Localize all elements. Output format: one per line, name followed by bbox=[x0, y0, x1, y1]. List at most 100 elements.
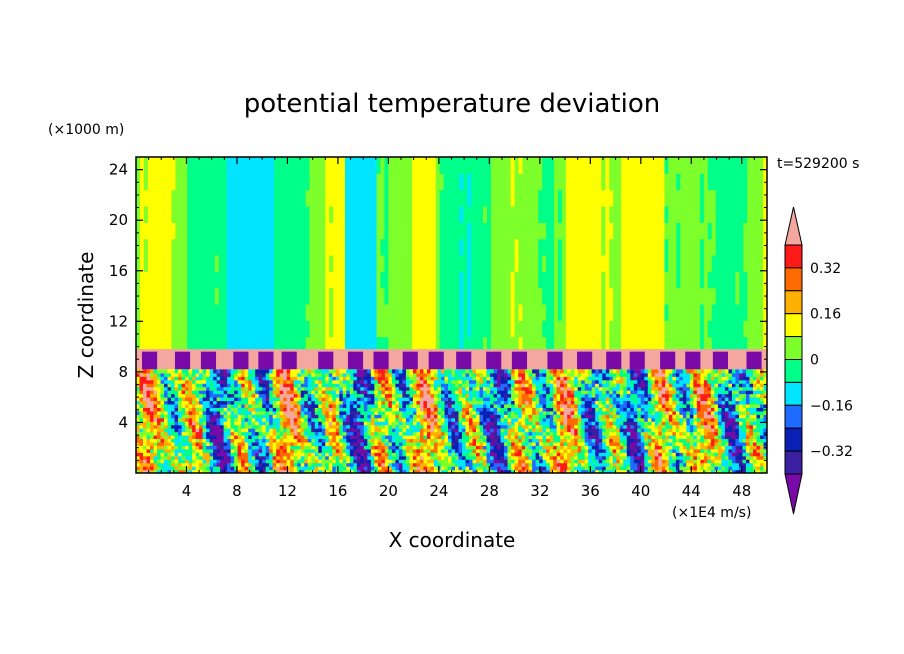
field-cell bbox=[423, 438, 428, 443]
field-cell bbox=[139, 438, 144, 443]
field-cell bbox=[388, 271, 393, 289]
field-cell bbox=[283, 400, 288, 405]
field-cell bbox=[244, 383, 249, 388]
field-cell bbox=[167, 254, 173, 272]
field-cell bbox=[430, 383, 435, 388]
field-cell bbox=[335, 441, 340, 446]
field-cell bbox=[199, 469, 204, 473]
field-cell bbox=[423, 455, 428, 460]
field-cell bbox=[455, 173, 460, 191]
field-cell bbox=[538, 303, 543, 321]
field-cell bbox=[181, 441, 186, 446]
field-cell bbox=[258, 424, 263, 429]
field-cell bbox=[699, 320, 705, 338]
field-cell bbox=[465, 466, 470, 471]
field-cell bbox=[318, 445, 323, 450]
field-cell bbox=[573, 303, 579, 321]
field-cell bbox=[476, 452, 481, 457]
field-cell bbox=[644, 222, 650, 240]
field-cell bbox=[652, 189, 658, 207]
field-cell bbox=[146, 441, 151, 446]
field-cell bbox=[216, 424, 221, 429]
field-cell bbox=[265, 452, 270, 457]
field-cell bbox=[581, 238, 587, 256]
field-cell bbox=[423, 469, 428, 473]
field-cell bbox=[743, 320, 748, 338]
field-cell bbox=[388, 424, 393, 429]
field-cell bbox=[178, 390, 183, 395]
field-cell bbox=[209, 414, 214, 419]
field-cell bbox=[255, 376, 260, 381]
field-cell bbox=[476, 390, 481, 395]
field-cell bbox=[398, 459, 404, 464]
field-cell bbox=[374, 469, 379, 473]
field-cell bbox=[286, 396, 291, 402]
field-cell bbox=[443, 303, 449, 321]
field-cell bbox=[467, 173, 472, 191]
field-cell bbox=[185, 431, 190, 436]
field-cell bbox=[581, 336, 587, 354]
field-cell bbox=[195, 410, 200, 415]
field-cell bbox=[381, 417, 386, 422]
field-cell bbox=[286, 469, 291, 473]
field-cell bbox=[339, 383, 344, 388]
field-cell bbox=[237, 403, 242, 408]
field-cell bbox=[171, 393, 176, 398]
field-cell bbox=[276, 410, 281, 415]
field-cell bbox=[293, 383, 298, 388]
field-cell bbox=[400, 271, 405, 289]
field-cell bbox=[395, 407, 400, 412]
field-cell bbox=[234, 400, 239, 405]
field-cell bbox=[356, 393, 361, 398]
field-cell bbox=[625, 303, 630, 321]
field-cell bbox=[494, 205, 500, 223]
field-cell bbox=[328, 403, 333, 408]
field-cell bbox=[290, 459, 295, 464]
field-cell bbox=[628, 173, 634, 191]
field-cell bbox=[226, 157, 232, 174]
field-cell bbox=[688, 254, 693, 272]
field-cell bbox=[715, 303, 721, 321]
field-cell bbox=[276, 372, 281, 377]
field-cell bbox=[209, 372, 214, 377]
field-cell bbox=[283, 410, 288, 415]
field-cell bbox=[479, 452, 484, 457]
field-cell bbox=[416, 403, 421, 408]
field-cell bbox=[471, 271, 476, 289]
field-cell bbox=[374, 383, 379, 388]
field-cell bbox=[321, 320, 326, 338]
field-cell bbox=[447, 417, 453, 422]
field-cell bbox=[192, 376, 197, 381]
field-cell bbox=[423, 421, 428, 426]
field-cell bbox=[731, 303, 737, 321]
field-cell bbox=[289, 320, 295, 338]
field-cell bbox=[483, 379, 488, 384]
field-cell bbox=[398, 376, 404, 381]
field-cell bbox=[455, 414, 460, 419]
field-cell bbox=[621, 222, 626, 240]
field-cell bbox=[349, 396, 354, 402]
field-cell bbox=[333, 173, 338, 191]
field-cell bbox=[160, 376, 165, 381]
field-cell bbox=[419, 372, 425, 377]
field-cell bbox=[258, 254, 263, 272]
field-cell bbox=[451, 390, 456, 395]
field-cell bbox=[181, 448, 186, 453]
field-cell bbox=[314, 455, 319, 460]
field-cell bbox=[360, 303, 366, 321]
field-cell bbox=[337, 205, 342, 223]
field-cell bbox=[187, 222, 192, 240]
field-cell bbox=[241, 431, 246, 436]
field-cell bbox=[153, 376, 158, 381]
field-cell bbox=[423, 462, 428, 467]
field-cell bbox=[363, 466, 368, 471]
field-cell bbox=[703, 303, 709, 321]
field-cell bbox=[506, 254, 512, 272]
field-cell bbox=[230, 431, 235, 436]
field-cell bbox=[226, 173, 232, 191]
field-cell bbox=[483, 469, 488, 473]
field-cell bbox=[546, 222, 551, 240]
field-cell bbox=[589, 238, 595, 256]
field-cell bbox=[462, 400, 467, 405]
field-cell bbox=[304, 466, 309, 471]
